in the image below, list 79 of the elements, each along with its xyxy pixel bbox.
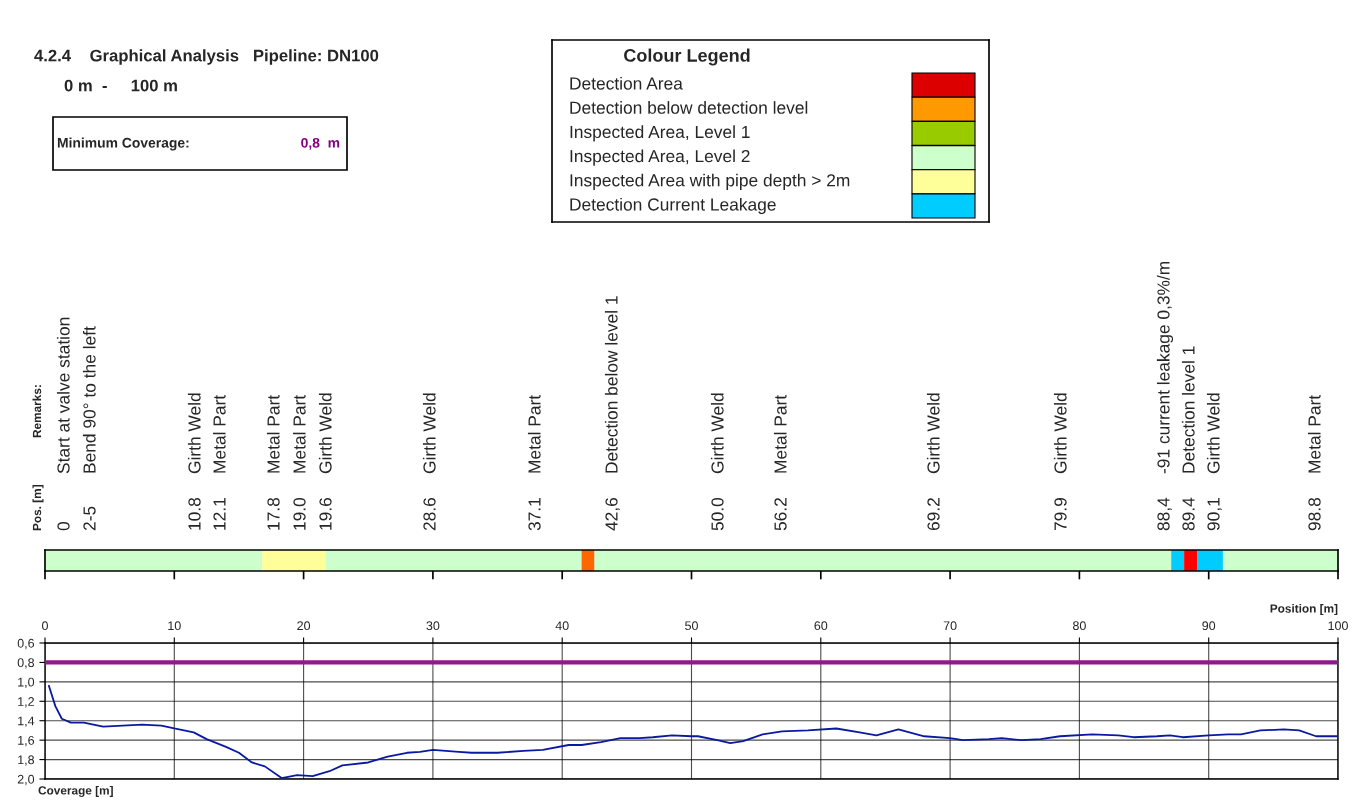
bar — [594, 550, 1172, 571]
text: 0 — [57, 522, 70, 531]
text: Girth Weld — [710, 393, 724, 474]
text: 10.8 — [188, 497, 201, 530]
x-tick-label: 80 — [1072, 621, 1086, 631]
text: -91 current leakage 0,3%/m — [1156, 261, 1174, 474]
bar — [1197, 550, 1223, 571]
text: Girth Weld — [1206, 393, 1220, 474]
text: 37.1 — [528, 498, 541, 531]
bar — [1171, 550, 1185, 571]
x-tick-label: 60 — [814, 621, 828, 631]
text: Colour Legend — [624, 48, 750, 66]
y-tick-label: 1,6 — [18, 735, 35, 747]
text: Metal Part — [527, 395, 541, 473]
text: 50.0 — [711, 497, 724, 531]
text: Girth Weld — [926, 393, 940, 474]
text: 88,4 — [1157, 497, 1172, 531]
text: Metal Part — [1307, 395, 1321, 473]
text: Girth Weld — [318, 393, 332, 474]
text: 0 m - 100 m — [64, 79, 177, 92]
text: 0,8 m — [301, 137, 340, 150]
y-tick-label: 1,0 — [18, 677, 35, 688]
x-tick-label: 50 — [685, 621, 698, 631]
category-label: Inspected Area, Level 2 — [570, 149, 750, 166]
bar — [45, 550, 263, 571]
text: 90,1 — [1207, 498, 1222, 531]
text: 98.8 — [1308, 497, 1321, 531]
y-tick-label: 1,4 — [18, 716, 35, 727]
x-tick-label: 0 — [42, 621, 48, 631]
text: Girth Weld — [1053, 393, 1067, 474]
bar — [325, 550, 582, 571]
x-tick-label: 90 — [1202, 621, 1216, 631]
text: Remarks: — [32, 385, 42, 438]
text: Girth Weld — [187, 393, 201, 474]
x-tick-label: 10 — [168, 621, 181, 631]
text: 2-5 — [83, 506, 96, 531]
text: 69.2 — [927, 498, 940, 531]
bar — [581, 550, 595, 571]
bar — [1222, 550, 1338, 571]
text: Metal Part — [266, 395, 280, 473]
category-label: Detection Area — [570, 76, 683, 90]
text: Start at valve station — [56, 317, 70, 474]
text: Pos. [m] — [32, 485, 44, 531]
bar — [1184, 550, 1198, 571]
text: Metal Part — [292, 395, 306, 473]
text: 56.2 — [774, 498, 787, 531]
x-tick-label: 30 — [426, 621, 440, 631]
y-tick-label: 1,8 — [18, 755, 35, 766]
text: 19.0 — [293, 497, 306, 530]
text: Girth Weld — [422, 393, 436, 474]
x-tick-label: 70 — [943, 621, 957, 631]
text: 17.8 — [267, 497, 280, 530]
text: 19.6 — [319, 497, 332, 530]
category-label: Inspected Area, Level 1 — [570, 125, 750, 142]
category-label: Detection Current Leakage — [570, 197, 776, 215]
x-tick-label: 40 — [555, 621, 569, 631]
text: Coverage [m] — [38, 785, 113, 797]
category-label: Inspected Area with pipe depth > 2m — [570, 173, 850, 190]
text: Detection level 1 — [1181, 346, 1195, 473]
text: Metal Part — [212, 395, 226, 473]
y-tick-label: 0,8 — [17, 658, 35, 669]
text: Minimum Coverage: — [57, 137, 189, 151]
y-tick-label: 2,0 — [17, 774, 35, 786]
y-tick-label: 0,6 — [17, 638, 35, 650]
category-label: Detection below detection level — [570, 101, 808, 114]
text: 28.6 — [423, 497, 436, 531]
x-axis-title: Position [m] — [1270, 604, 1338, 616]
text: 42,6 — [605, 497, 620, 531]
text: Metal Part — [773, 395, 787, 473]
y-tick-label: 1,2 — [18, 697, 34, 708]
text: Detection below level 1 — [604, 296, 618, 473]
x-tick-label: 20 — [297, 621, 311, 631]
text: Bend 90° to the left — [82, 326, 96, 473]
text: 12.1 — [213, 498, 226, 530]
x-tick-label: 100 — [1328, 621, 1348, 631]
text: 79.9 — [1054, 498, 1067, 531]
text: 89.4 — [1182, 497, 1195, 531]
text: 4.2.4 Graphical Analysis Pipeline: DN100 — [34, 49, 379, 65]
bar — [262, 550, 326, 571]
